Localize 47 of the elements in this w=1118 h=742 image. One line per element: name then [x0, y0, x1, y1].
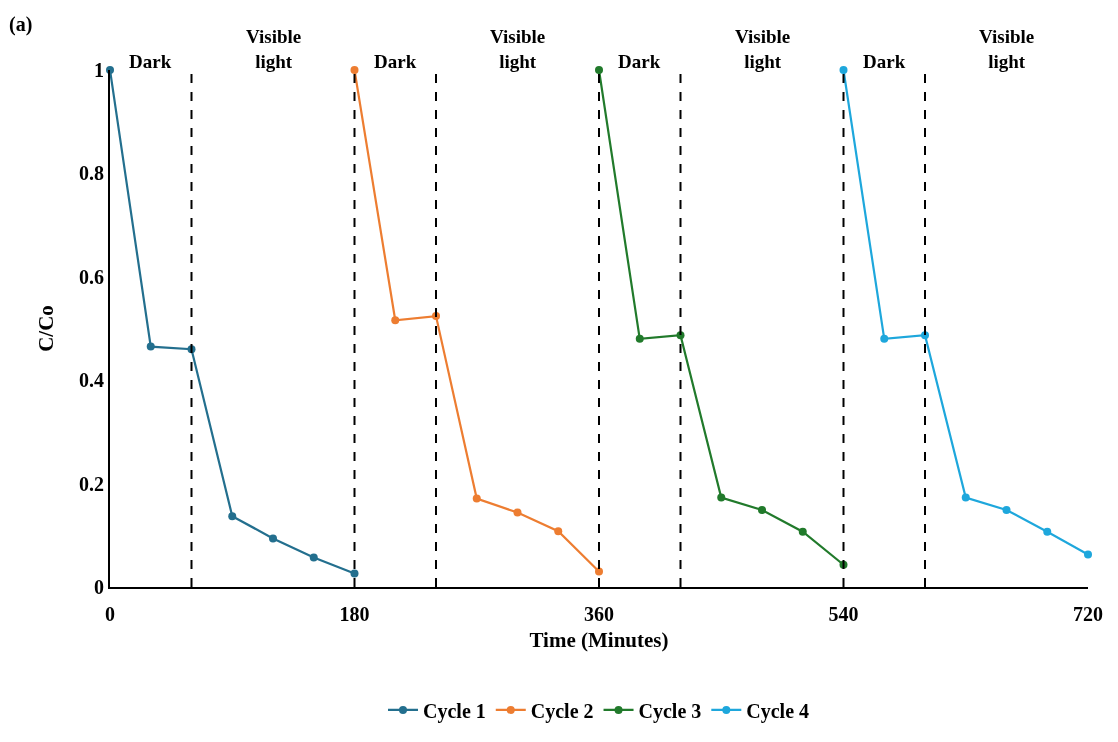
point: [798, 527, 807, 536]
x-tick-label: 360: [584, 603, 614, 625]
legend-label: Cycle 1: [423, 699, 486, 723]
point: [228, 512, 237, 521]
y-tick-label: 0.8: [79, 162, 104, 185]
point: [635, 334, 644, 343]
point: [595, 66, 603, 74]
annotation: Dark: [618, 51, 661, 72]
x-axis-title: Time (Minutes): [529, 627, 669, 652]
point: [1002, 505, 1011, 514]
point: [350, 66, 359, 74]
point: [717, 493, 726, 502]
annotation: Visible light: [735, 26, 791, 72]
x-tick-label: 180: [339, 603, 370, 625]
point: [595, 567, 603, 576]
annotation: Visible light: [979, 26, 1035, 72]
point: [758, 505, 766, 514]
annotation: Visible light: [490, 26, 546, 72]
point: [146, 342, 155, 351]
point: [309, 553, 318, 562]
annotation: Visible light: [246, 26, 302, 72]
y-tick-label: 0: [94, 576, 104, 598]
point: [554, 527, 563, 536]
x-tick-label: 720: [1073, 603, 1103, 625]
point: [269, 534, 277, 543]
point: [880, 334, 889, 343]
y-axis-title: C/Co: [33, 305, 58, 352]
text: (a): [9, 13, 33, 36]
point: [839, 66, 848, 74]
x-tick-label: 540: [828, 603, 859, 625]
point: [1084, 550, 1092, 559]
y-tick-label: 0.2: [79, 472, 104, 495]
y-tick-label: 0.6: [79, 265, 104, 288]
annotation: Dark: [863, 51, 906, 72]
point: [391, 316, 400, 325]
point: [1043, 527, 1052, 536]
point: [472, 494, 481, 503]
legend-label: Cycle 4: [746, 699, 810, 723]
y-tick-label: 0.4: [79, 369, 104, 392]
annotation: Dark: [374, 51, 417, 72]
legend-label: Cycle 3: [638, 699, 702, 723]
point: [961, 493, 970, 502]
point: [513, 508, 522, 517]
y-tick-label: 1: [94, 59, 104, 81]
annotation: Dark: [129, 51, 172, 72]
point: [350, 569, 359, 578]
legend-label: Cycle 2: [530, 699, 594, 723]
